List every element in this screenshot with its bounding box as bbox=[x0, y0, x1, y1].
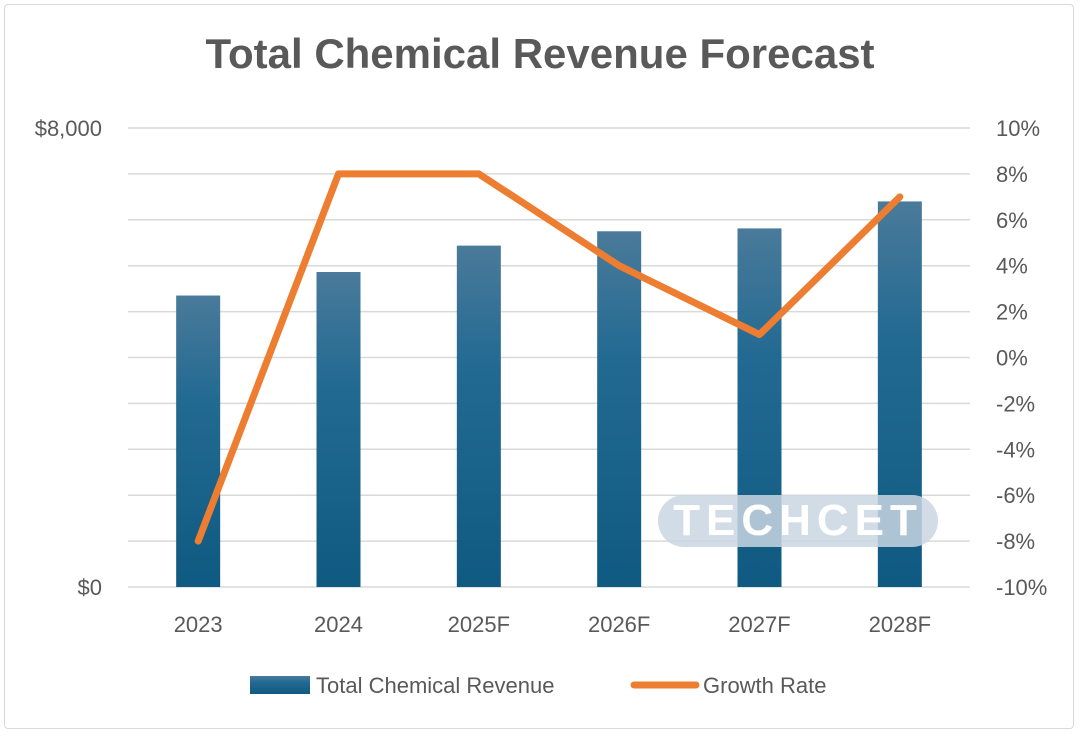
x-tick-label: 2027F bbox=[728, 612, 790, 637]
y-right-tick-label: 2% bbox=[996, 300, 1028, 325]
legend-swatch-bar bbox=[250, 676, 310, 694]
legend-label: Total Chemical Revenue bbox=[316, 673, 554, 698]
y-right-tick-label: -10% bbox=[996, 575, 1047, 600]
svg-text:TECHCET: TECHCET bbox=[673, 496, 923, 545]
x-tick-label: 2028F bbox=[869, 612, 931, 637]
x-tick-label: 2023 bbox=[174, 612, 223, 637]
y-right-tick-label: -2% bbox=[996, 391, 1035, 416]
legend-item-growth-rate: Growth Rate bbox=[630, 673, 827, 698]
techcet-watermark-logo: TECHCET bbox=[658, 495, 938, 547]
y-right-tick-label: 6% bbox=[996, 208, 1028, 233]
growth-rate-line bbox=[194, 170, 904, 545]
x-tick-label: 2025F bbox=[448, 612, 510, 637]
legend-label: Growth Rate bbox=[703, 673, 827, 698]
growth-point-2025f bbox=[478, 173, 480, 175]
bar-2026f bbox=[597, 231, 642, 587]
growth-point-2027f bbox=[759, 334, 760, 336]
growth-point-2024 bbox=[338, 173, 339, 175]
y-right-tick-label: 8% bbox=[996, 162, 1028, 187]
legend-item-total-chemical-revenue: Total Chemical Revenue bbox=[250, 673, 554, 698]
y-right-tick-label: 10% bbox=[996, 116, 1040, 141]
growth-point-2028f bbox=[899, 196, 901, 198]
bar-2025f bbox=[456, 245, 501, 587]
chart-title: Total Chemical Revenue Forecast bbox=[205, 30, 875, 77]
bar-2024 bbox=[316, 272, 361, 587]
growth-point-2026f bbox=[618, 265, 620, 267]
x-tick-label: 2026F bbox=[588, 612, 650, 637]
x-tick-label: 2024 bbox=[314, 612, 363, 637]
y-left-tick-label: $8,000 bbox=[35, 116, 102, 141]
y-left-tick-label: $0 bbox=[78, 575, 102, 600]
y-right-tick-label: -8% bbox=[996, 529, 1035, 554]
y-right-tick-label: -4% bbox=[996, 437, 1035, 462]
y-right-tick-label: 0% bbox=[996, 346, 1028, 371]
y-right-tick-label: 4% bbox=[996, 254, 1028, 279]
y-right-tick-label: -6% bbox=[996, 483, 1035, 508]
growth-point-2023 bbox=[197, 540, 199, 542]
